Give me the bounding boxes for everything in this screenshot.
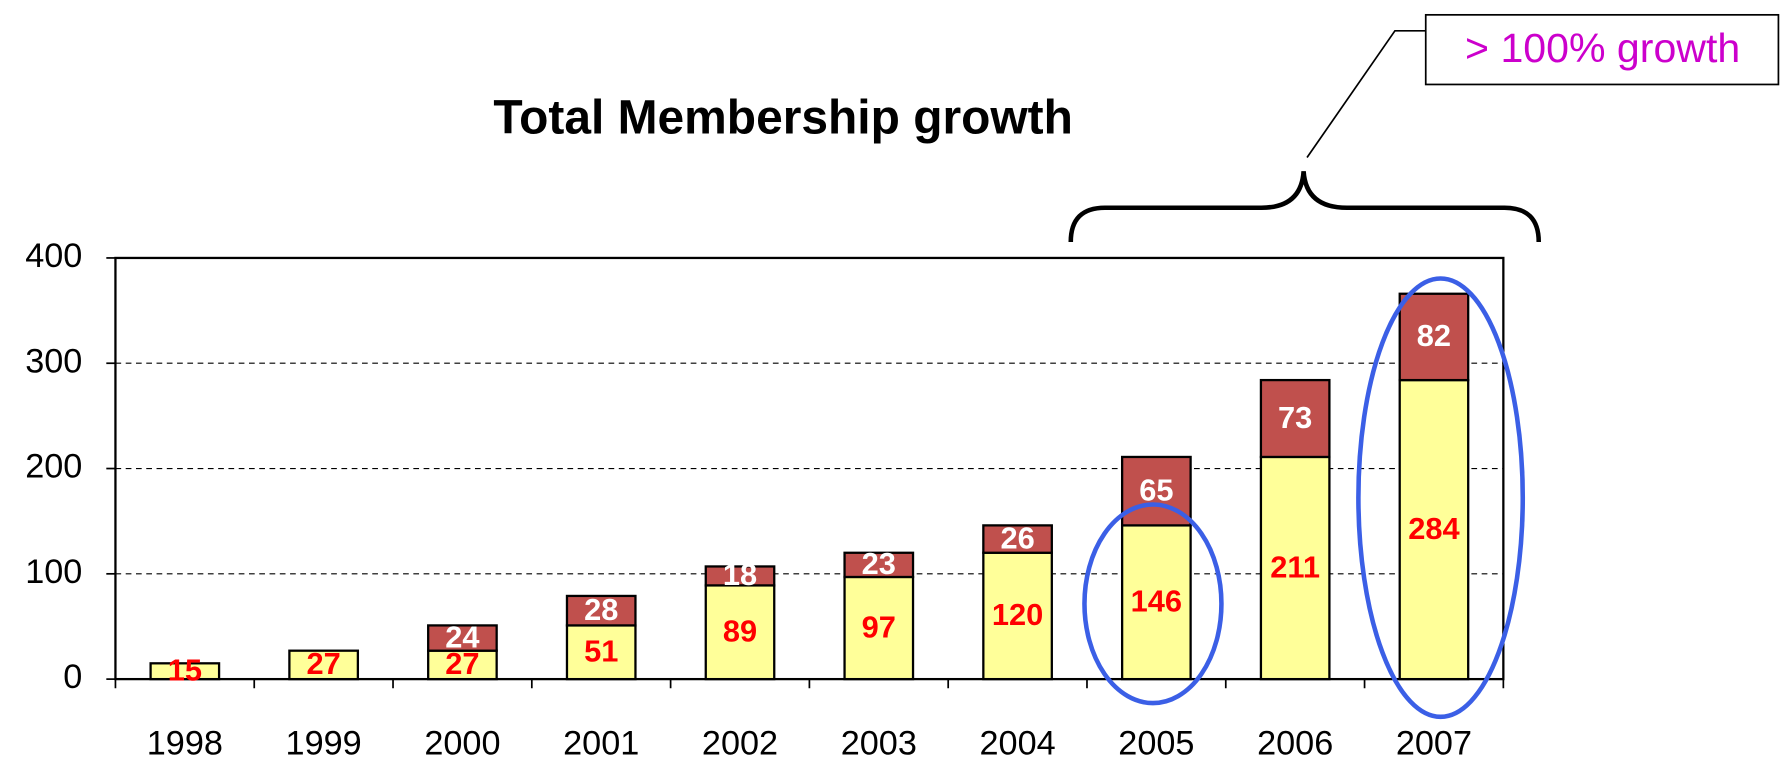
y-tick-label: 0 [63, 658, 82, 696]
leader-line [1306, 29, 1426, 158]
brace [1068, 170, 1542, 243]
data-label: 284 [1408, 511, 1459, 546]
bar-segment [1398, 378, 1470, 681]
bar-segment [288, 649, 360, 681]
annotation-box [1424, 13, 1780, 86]
annotation: > 100% growth [1465, 25, 1740, 71]
data-label: 28 [584, 592, 618, 627]
bar-segment [704, 584, 776, 681]
x-tick-label: 2006 [1257, 724, 1333, 762]
x-tick-label: 2000 [424, 724, 500, 762]
data-label: 27 [306, 646, 340, 681]
bar-segment [704, 565, 776, 587]
x-tick-label: 2005 [1118, 724, 1194, 762]
bar-segment [982, 524, 1053, 554]
data-label: 146 [1131, 584, 1182, 619]
bar-segment [843, 575, 915, 681]
bar-segment [1120, 524, 1192, 681]
x-tick-label: 2001 [563, 724, 639, 762]
x-tick-label: 2003 [841, 724, 917, 762]
x-tick-label: 2002 [702, 724, 778, 762]
y-tick-label: 400 [25, 237, 82, 275]
bar-segment [565, 624, 637, 681]
y-tick-label: 100 [25, 553, 82, 591]
data-label: 73 [1278, 400, 1312, 435]
data-label: 15 [168, 652, 202, 687]
highlight-ellipse [1356, 276, 1526, 720]
x-tick-label: 1999 [286, 724, 362, 762]
bar-segment [843, 551, 915, 579]
data-label: 18 [723, 557, 757, 592]
x-tick-label: 2004 [979, 724, 1055, 762]
data-label: 27 [445, 646, 479, 681]
data-label: 211 [1270, 549, 1320, 584]
chart-title: Total Membership growth [493, 92, 1073, 145]
x-tick-label: 2007 [1396, 724, 1472, 762]
data-label: 23 [862, 546, 896, 581]
data-label: 26 [1000, 520, 1034, 555]
bar-segment [149, 662, 221, 681]
bar-segment [565, 594, 637, 627]
data-label: 97 [862, 609, 896, 644]
bar-segment [1259, 455, 1331, 681]
bar-segment [1398, 292, 1470, 382]
y-tick-label: 200 [25, 448, 82, 486]
bar-segment [1259, 378, 1331, 459]
x-tick-label: 1998 [147, 724, 223, 762]
data-label: 82 [1417, 318, 1451, 353]
bar-segment [427, 624, 498, 652]
plot: 0100200300400199815199927200027242001512… [25, 237, 1505, 762]
y-tick-label: 300 [25, 342, 82, 380]
data-label: 89 [723, 614, 757, 649]
data-label: 51 [584, 634, 618, 669]
data-label: 65 [1139, 472, 1173, 507]
data-label: 120 [992, 597, 1043, 632]
data-label: 24 [445, 619, 479, 654]
highlight-ellipse [1082, 502, 1224, 706]
